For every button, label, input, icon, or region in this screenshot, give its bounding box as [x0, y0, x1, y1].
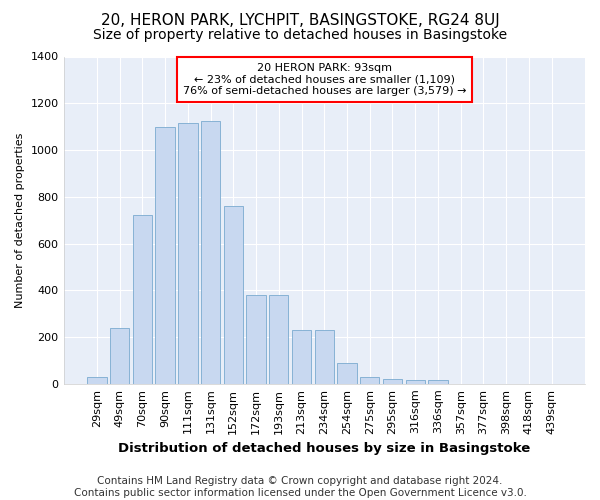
Bar	[224, 206, 243, 384]
Text: 20, HERON PARK, LYCHPIT, BASINGSTOKE, RG24 8UJ: 20, HERON PARK, LYCHPIT, BASINGSTOKE, RG…	[101, 12, 499, 28]
Bar	[292, 330, 311, 384]
Bar	[337, 363, 356, 384]
Bar	[247, 295, 266, 384]
Bar	[383, 379, 402, 384]
X-axis label: Distribution of detached houses by size in Basingstoke: Distribution of detached houses by size …	[118, 442, 530, 455]
Y-axis label: Number of detached properties: Number of detached properties	[15, 132, 25, 308]
Bar	[155, 126, 175, 384]
Text: Size of property relative to detached houses in Basingstoke: Size of property relative to detached ho…	[93, 28, 507, 42]
Bar	[406, 380, 425, 384]
Bar	[201, 121, 220, 384]
Text: Contains HM Land Registry data © Crown copyright and database right 2024.
Contai: Contains HM Land Registry data © Crown c…	[74, 476, 526, 498]
Bar	[314, 330, 334, 384]
Bar	[87, 377, 107, 384]
Bar	[178, 123, 197, 384]
Bar	[360, 377, 379, 384]
Bar	[428, 380, 448, 384]
Bar	[110, 328, 130, 384]
Bar	[269, 295, 289, 384]
Text: 20 HERON PARK: 93sqm
← 23% of detached houses are smaller (1,109)
76% of semi-de: 20 HERON PARK: 93sqm ← 23% of detached h…	[182, 63, 466, 96]
Bar	[133, 216, 152, 384]
